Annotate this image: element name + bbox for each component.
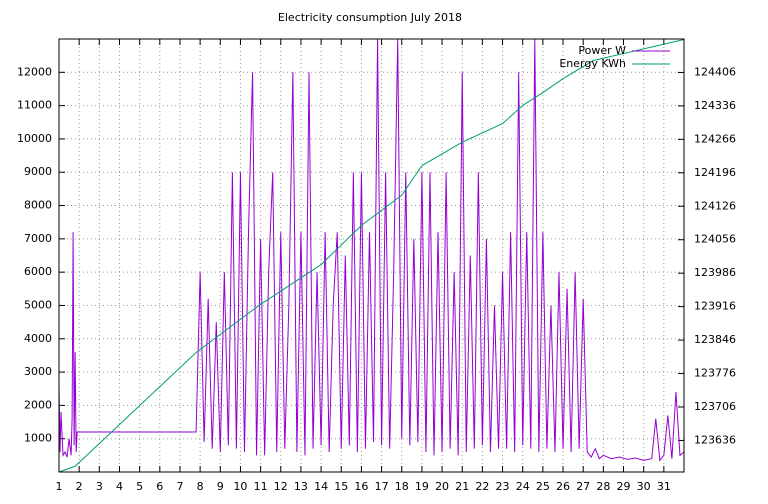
x-tick-label: 4	[116, 480, 123, 493]
x-tick-label: 3	[96, 480, 103, 493]
x-tick-label: 21	[455, 480, 469, 493]
y2-tick-label: 123706	[694, 400, 736, 413]
x-tick-label: 29	[617, 480, 631, 493]
legend-label: Energy KWh	[559, 57, 626, 70]
y-tick-label: 5000	[24, 298, 52, 311]
x-tick-label: 17	[375, 480, 389, 493]
x-tick-label: 12	[274, 480, 288, 493]
y-tick-label: 7000	[24, 232, 52, 245]
x-tick-label: 10	[233, 480, 247, 493]
y-tick-label: 8000	[24, 199, 52, 212]
y2-tick-label: 123636	[694, 433, 736, 446]
y2-tick-label: 123776	[694, 367, 736, 380]
x-tick-label: 22	[475, 480, 489, 493]
y2-tick-label: 124406	[694, 65, 736, 78]
y2-tick-label: 123916	[694, 300, 736, 313]
x-tick-label: 9	[217, 480, 224, 493]
chart-title: Electricity consumption July 2018	[278, 11, 462, 24]
y-tick-label: 10000	[17, 132, 52, 145]
x-tick-label: 20	[435, 480, 449, 493]
x-tick-label: 5	[136, 480, 143, 493]
y2-tick-label: 124266	[694, 132, 736, 145]
y2-tick-label: 124056	[694, 233, 736, 246]
x-tick-label: 7	[176, 480, 183, 493]
y-tick-label: 9000	[24, 165, 52, 178]
x-tick-label: 1	[56, 480, 63, 493]
x-tick-label: 30	[637, 480, 651, 493]
x-tick-label: 11	[254, 480, 268, 493]
x-tick-label: 26	[556, 480, 570, 493]
x-tick-label: 13	[294, 480, 308, 493]
series-line	[58, 38, 685, 462]
x-tick-label: 2	[76, 480, 83, 493]
x-tick-label: 27	[576, 480, 590, 493]
y-tick-label: 3000	[24, 365, 52, 378]
y-tick-label: 2000	[24, 398, 52, 411]
y-tick-label: 12000	[17, 65, 52, 78]
legend-label: Power W	[578, 44, 626, 57]
y-tick-label: 4000	[24, 332, 52, 345]
x-tick-label: 25	[536, 480, 550, 493]
y2-tick-label: 123846	[694, 333, 736, 346]
y2-tick-label: 124196	[694, 166, 736, 179]
x-tick-label: 14	[314, 480, 328, 493]
x-tick-label: 15	[334, 480, 348, 493]
x-tick-label: 31	[657, 480, 671, 493]
y-tick-label: 1000	[24, 432, 52, 445]
series-line	[58, 38, 685, 473]
y-tick-label: 11000	[17, 99, 52, 112]
y2-tick-label: 124336	[694, 99, 736, 112]
x-tick-label: 28	[596, 480, 610, 493]
plot-border	[58, 38, 685, 473]
y-tick-label: 6000	[24, 265, 52, 278]
y2-tick-label: 123986	[694, 266, 736, 279]
y2-tick-label: 124126	[694, 199, 736, 212]
x-tick-label: 23	[496, 480, 510, 493]
x-tick-label: 19	[415, 480, 429, 493]
x-tick-label: 8	[197, 480, 204, 493]
x-tick-label: 24	[516, 480, 530, 493]
x-tick-label: 18	[395, 480, 409, 493]
x-tick-label: 16	[354, 480, 368, 493]
x-tick-label: 6	[156, 480, 163, 493]
